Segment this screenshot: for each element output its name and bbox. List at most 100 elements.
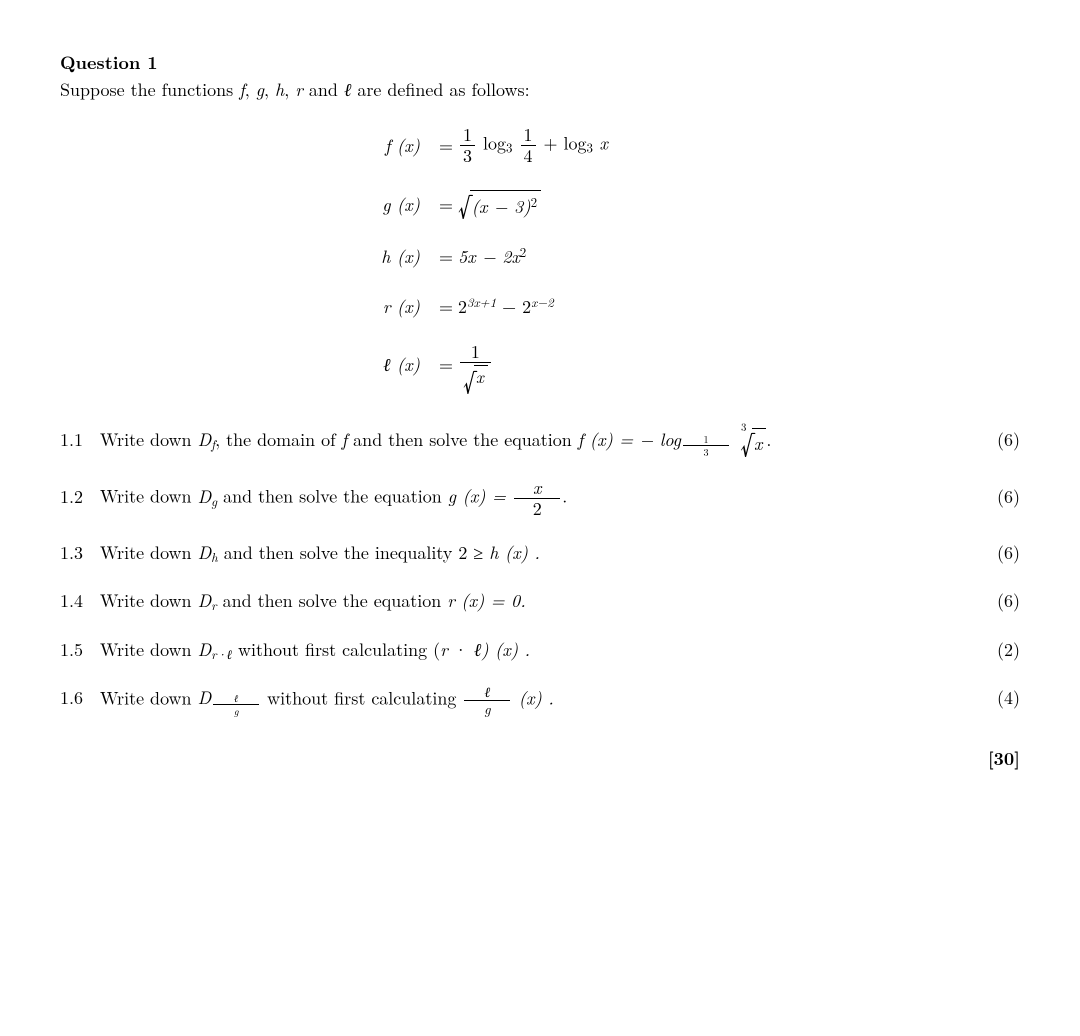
t: Write down bbox=[100, 484, 198, 509]
eq-f-rhs: 13 log3 14 + log3 x bbox=[458, 126, 750, 165]
frac-den: √ x bbox=[460, 363, 491, 386]
subq-marks: (6) bbox=[970, 588, 1020, 613]
t: without first calculating bbox=[261, 685, 462, 710]
t: and then solve the equation bbox=[217, 484, 448, 509]
subq-marks: (6) bbox=[970, 427, 1020, 452]
eq-h-equals: = bbox=[434, 244, 458, 269]
eq-r: r (x) = 23x+1 − 2x−2 bbox=[330, 293, 750, 319]
D-sub: r·ℓ bbox=[211, 644, 232, 663]
subq-body: Write down Dr and then solve the equatio… bbox=[100, 588, 970, 614]
eq-l-lhs: ℓ (x) bbox=[330, 352, 434, 377]
log-text: log bbox=[483, 131, 506, 156]
subquestion-1-4: 1.4 Write down Dr and then solve the equ… bbox=[60, 588, 1020, 614]
eq-r-rhs: 23x+1 − 2x−2 bbox=[458, 293, 750, 319]
eq-f-equals: = bbox=[434, 133, 458, 158]
r-exp2: x−2 bbox=[531, 292, 554, 311]
radicand: (x − 3) bbox=[472, 194, 531, 219]
subq-number: 1.6 bbox=[60, 685, 100, 710]
domain-symbol: Dℓg bbox=[198, 685, 262, 710]
fn-l: ℓ bbox=[344, 77, 352, 102]
subquestion-1-1: 1.1 Write down Df, the domain of f and t… bbox=[60, 427, 1020, 458]
d: g bbox=[464, 701, 510, 716]
t: (x) . bbox=[498, 540, 540, 565]
eq-f-lhs: f (x) bbox=[330, 133, 434, 158]
subq-number: 1.2 bbox=[60, 484, 100, 509]
intro-text-c: are defined as follows: bbox=[357, 77, 529, 102]
eq-r-lhs: r (x) bbox=[330, 294, 434, 319]
log-base: 3 bbox=[506, 138, 512, 157]
eq-r-equals: = bbox=[434, 294, 458, 319]
eq-g-rhs: √ (x − 3)2 bbox=[458, 189, 750, 219]
t: Write down bbox=[100, 588, 198, 613]
sqrt-icon: √ bbox=[740, 432, 754, 460]
subq-marks: (6) bbox=[970, 540, 1020, 565]
subq-number: 1.1 bbox=[60, 427, 100, 452]
fn-g: g bbox=[448, 484, 456, 509]
domain-symbol: Dg bbox=[198, 484, 218, 509]
t: (x) = 0. bbox=[455, 588, 526, 613]
fn-r: r bbox=[440, 637, 448, 662]
subq-number: 1.5 bbox=[60, 637, 100, 662]
eq-h: h (x) = 5x − 2x2 bbox=[330, 243, 750, 269]
eq-l: ℓ (x) = 1 √ x bbox=[330, 343, 750, 386]
d: 2 bbox=[514, 499, 560, 518]
t: (x) = − log bbox=[583, 427, 681, 452]
domain-symbol: Dr·ℓ bbox=[198, 637, 232, 662]
r-minus: − 2 bbox=[496, 294, 531, 319]
fn-r: r bbox=[295, 77, 303, 102]
subq-body: Write down Dh and then solve the inequal… bbox=[100, 540, 970, 566]
d: g bbox=[213, 705, 259, 716]
exponent: 2 bbox=[531, 192, 537, 211]
fn-r: r bbox=[447, 588, 455, 613]
D: D bbox=[198, 685, 212, 710]
subq-marks: (6) bbox=[970, 484, 1020, 509]
question-title: Question 1 bbox=[60, 50, 1020, 75]
eq-g-lhs: g (x) bbox=[330, 192, 434, 217]
fn-g: g bbox=[256, 77, 264, 102]
subq-body: Write down Dg and then solve the equatio… bbox=[100, 479, 970, 518]
D-sub: h bbox=[211, 547, 218, 566]
log-base-frac: 13 bbox=[681, 434, 731, 453]
D: D bbox=[198, 484, 212, 509]
intro-text-a: Suppose the functions bbox=[60, 77, 239, 102]
t: (x) . bbox=[512, 685, 554, 710]
radicand: x bbox=[752, 428, 766, 456]
domain-symbol: Dh bbox=[198, 540, 218, 565]
frac-den: 4 bbox=[521, 146, 536, 165]
comma: , bbox=[284, 77, 295, 102]
sqrt-icon: √ bbox=[458, 194, 472, 223]
t: Write down bbox=[100, 540, 198, 565]
t: and then solve the inequality 2 ≥ bbox=[218, 540, 489, 565]
eq-l-equals: = bbox=[434, 352, 458, 377]
exponent: 2 bbox=[520, 242, 526, 261]
t: Write down bbox=[100, 685, 198, 710]
fn-h: h bbox=[275, 77, 284, 102]
period: . bbox=[766, 427, 771, 452]
subq-marks: (2) bbox=[970, 637, 1020, 662]
t: ) (x) . bbox=[481, 637, 530, 662]
comma: , bbox=[264, 77, 275, 102]
period: . bbox=[562, 484, 567, 509]
t: without first calculating ( bbox=[232, 637, 440, 662]
D: D bbox=[198, 540, 212, 565]
t: and then solve the equation bbox=[347, 427, 578, 452]
h-rhs-text: 5x − 2x bbox=[458, 244, 520, 269]
domain-symbol: Dr bbox=[198, 588, 217, 613]
subquestion-1-6: 1.6 Write down Dℓg without first calcula… bbox=[60, 685, 1020, 716]
frac-den: 3 bbox=[460, 146, 475, 165]
t: , the domain of bbox=[215, 427, 342, 452]
subq-body: Write down Dℓg without first calculating… bbox=[100, 685, 970, 716]
subq-number: 1.3 bbox=[60, 540, 100, 565]
radicand: x bbox=[474, 365, 488, 387]
t: Write down bbox=[100, 427, 198, 452]
eq-h-rhs: 5x − 2x2 bbox=[458, 243, 750, 269]
question-intro: Suppose the functions f, g, h, r and ℓ a… bbox=[60, 77, 1020, 102]
domain-symbol: Df bbox=[198, 427, 216, 452]
D: D bbox=[198, 637, 212, 662]
intro-text-b: and bbox=[309, 77, 344, 102]
D: D bbox=[198, 588, 212, 613]
subquestion-1-5: 1.5 Write down Dr·ℓ without first calcul… bbox=[60, 637, 1020, 663]
subq-body: Write down Df, the domain of f and then … bbox=[100, 427, 970, 458]
eq-g-equals: = bbox=[434, 192, 458, 217]
eq-g: g (x) = √ (x − 3)2 bbox=[330, 189, 750, 219]
